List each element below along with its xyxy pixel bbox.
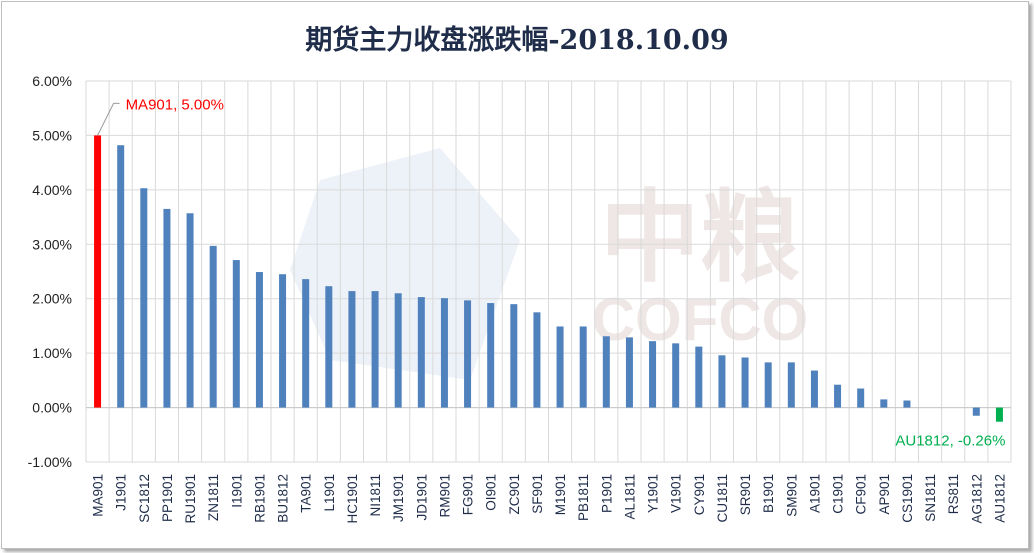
x-tick-label: JM1901 bbox=[391, 474, 406, 522]
bar-J1901 bbox=[117, 145, 125, 408]
x-tick-label: SM901 bbox=[784, 474, 799, 517]
x-tick-label: PP1901 bbox=[160, 474, 175, 522]
x-tick-label: J1901 bbox=[114, 474, 129, 511]
x-tick-label: M1901 bbox=[553, 474, 568, 515]
bar-SR901 bbox=[741, 357, 749, 408]
annotation-label: MA901, 5.00% bbox=[126, 96, 224, 113]
x-tick-label: PB1811 bbox=[576, 474, 591, 521]
bar-L1901 bbox=[325, 286, 333, 408]
bar-CY901 bbox=[695, 346, 703, 408]
x-tick-label: SN1811 bbox=[923, 474, 938, 522]
x-tick-label: CY901 bbox=[692, 474, 707, 515]
x-tick-label: NI1811 bbox=[368, 474, 383, 517]
x-tick-label: CU1811 bbox=[715, 474, 730, 523]
x-tick-label: SC1812 bbox=[137, 474, 152, 523]
x-tick-label: P1901 bbox=[599, 474, 614, 513]
y-tick-label: -1.00% bbox=[28, 454, 72, 470]
watermark-text: 中粮 bbox=[600, 182, 800, 294]
x-tick-label: JD1901 bbox=[414, 474, 429, 521]
bar-M1901 bbox=[556, 326, 564, 408]
x-tick-label: AU1812 bbox=[992, 474, 1007, 523]
x-tick-label: CS1901 bbox=[900, 474, 915, 523]
bar-MA901 bbox=[94, 135, 102, 408]
bar-SC1812 bbox=[140, 188, 148, 408]
y-tick-label: 4.00% bbox=[32, 182, 72, 198]
bar-OI901 bbox=[487, 303, 495, 408]
y-tick-label: 0.00% bbox=[32, 400, 72, 416]
bar-A1901 bbox=[810, 370, 818, 408]
x-tick-label: HC1901 bbox=[345, 474, 360, 524]
bar-V1901 bbox=[672, 343, 680, 408]
x-tick-label: CF901 bbox=[854, 474, 869, 515]
x-tick-label: TA901 bbox=[299, 474, 314, 513]
chart-title: 期货主力收盘涨跌幅-2018.10.09 bbox=[305, 25, 729, 56]
x-tick-label: BU1812 bbox=[276, 474, 291, 523]
x-tick-label: A1901 bbox=[807, 474, 822, 513]
x-tick-label: OI901 bbox=[484, 474, 499, 511]
x-tick-label: ZN1811 bbox=[206, 474, 221, 521]
x-tick-label: C1901 bbox=[831, 474, 846, 514]
bar-P1901 bbox=[602, 336, 610, 408]
bar-SM901 bbox=[787, 362, 795, 408]
bar-CF901 bbox=[857, 388, 865, 408]
y-tick-label: 6.00% bbox=[32, 73, 72, 89]
bar-RU1901 bbox=[186, 213, 194, 408]
bar-TA901 bbox=[302, 279, 310, 408]
y-tick-label: 5.00% bbox=[32, 127, 72, 143]
x-tick-label: RB1901 bbox=[252, 474, 267, 523]
bar-C1901 bbox=[834, 384, 842, 408]
x-tick-label: SR901 bbox=[738, 474, 753, 515]
x-tick-label: Y1901 bbox=[646, 474, 661, 513]
x-tick-label: V1901 bbox=[669, 474, 684, 513]
x-tick-label: AG1812 bbox=[969, 474, 984, 524]
bar-JD1901 bbox=[417, 297, 425, 408]
bar-NI1811 bbox=[371, 291, 379, 408]
y-tick-label: 1.00% bbox=[32, 345, 72, 361]
bar-AL1811 bbox=[625, 337, 633, 408]
x-tick-label: RS811 bbox=[946, 474, 961, 514]
bar-RM901 bbox=[440, 298, 448, 408]
bar-ZN1811 bbox=[209, 245, 217, 408]
x-tick-label: SF901 bbox=[530, 474, 545, 514]
y-tick-label: 3.00% bbox=[32, 236, 72, 252]
x-tick-label: B1901 bbox=[761, 474, 776, 513]
x-tick-label: I1901 bbox=[229, 474, 244, 508]
x-tick-label: FG901 bbox=[461, 474, 476, 515]
bar-BU1812 bbox=[279, 274, 287, 408]
annotation-leader-line bbox=[97, 102, 120, 136]
bar-PB1811 bbox=[579, 326, 587, 408]
bar-ZC901 bbox=[510, 304, 518, 408]
bar-Y1901 bbox=[649, 341, 657, 408]
x-tick-label: AL1811 bbox=[622, 474, 637, 520]
bar-JM1901 bbox=[394, 293, 402, 408]
x-tick-label: MA901 bbox=[91, 474, 106, 517]
x-tick-label: RU1901 bbox=[183, 474, 198, 524]
bar-AG1812 bbox=[972, 407, 980, 416]
bar-CU1811 bbox=[718, 355, 726, 408]
bar-AU1812 bbox=[995, 407, 1003, 422]
y-tick-label: 2.00% bbox=[32, 291, 72, 307]
bar-HC1901 bbox=[348, 291, 356, 408]
bar-AP901 bbox=[880, 399, 888, 408]
bar-FG901 bbox=[464, 300, 472, 408]
x-tick-label: AP901 bbox=[877, 474, 892, 515]
watermark-text: COFCO bbox=[592, 286, 809, 353]
bar-SF901 bbox=[533, 312, 541, 408]
bar-RB1901 bbox=[255, 272, 263, 408]
bar-CS1901 bbox=[903, 400, 911, 408]
bar-I1901 bbox=[232, 260, 240, 408]
x-tick-label: ZC901 bbox=[507, 474, 522, 515]
x-tick-label: RM901 bbox=[437, 474, 452, 518]
watermark-logo-shape bbox=[290, 148, 520, 380]
bar-B1901 bbox=[764, 362, 772, 408]
annotation-label: AU1812, -0.26% bbox=[895, 433, 1005, 450]
x-tick-label: L1901 bbox=[322, 474, 337, 512]
bar-PP1901 bbox=[163, 208, 171, 408]
